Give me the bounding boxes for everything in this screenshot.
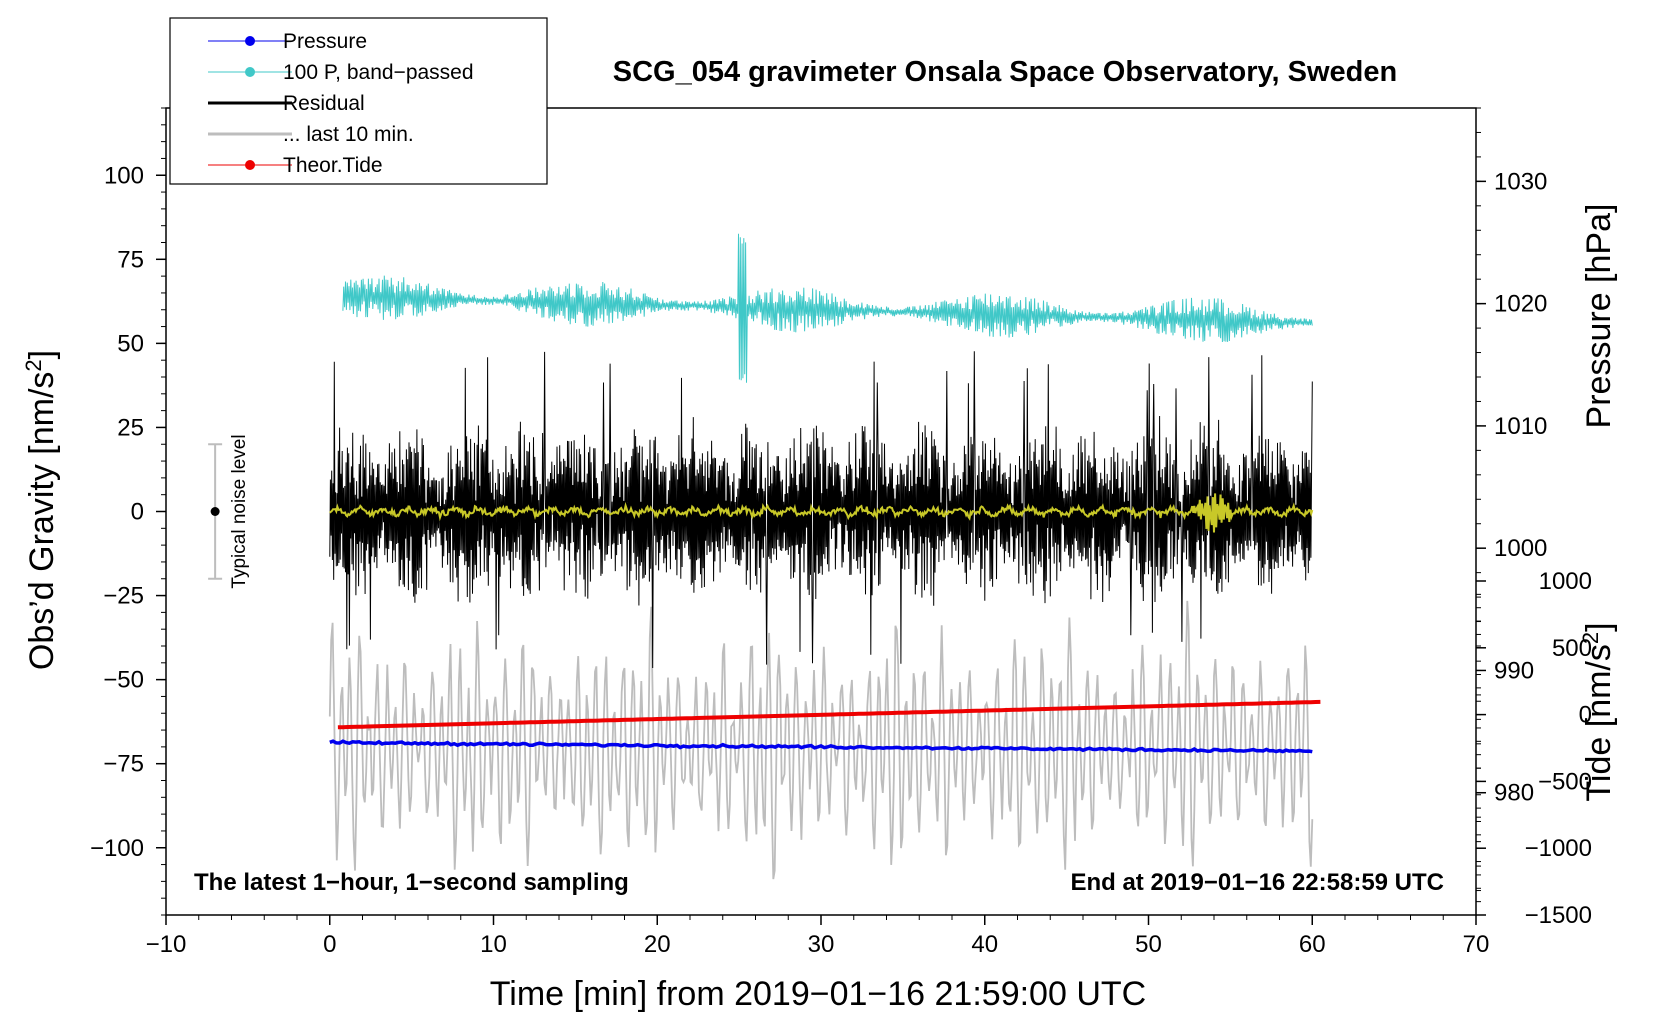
x-axis-title: Time [min] from 2019−01−16 21:59:00 UTC bbox=[490, 975, 1146, 1013]
tide-tick-label: 500 bbox=[1552, 635, 1592, 662]
tide-tick-label: −500 bbox=[1538, 768, 1592, 795]
legend-label: Residual bbox=[283, 92, 365, 115]
legend-marker bbox=[245, 67, 255, 77]
tide-tick-label: −1500 bbox=[1525, 902, 1592, 929]
residual-smoothed-line bbox=[329, 493, 1314, 533]
x-tick-label: −10 bbox=[146, 931, 187, 958]
legend-label: ... last 10 min. bbox=[283, 123, 414, 146]
tide-tick-label: −1000 bbox=[1525, 835, 1592, 862]
x-tick-label: 20 bbox=[644, 931, 671, 958]
y-axis-title-gravity: Obs’d Gravity [nm/s2] bbox=[21, 350, 61, 670]
pressure-tick-label: 1030 bbox=[1494, 168, 1547, 195]
legend: Pressure 100 P, band−passed Residual ... la… bbox=[169, 17, 548, 185]
y-axis-title-tide: Tide [nm/s2] bbox=[1578, 622, 1618, 801]
theoretical-tide-line bbox=[337, 699, 1321, 730]
x-tick-label: 60 bbox=[1299, 931, 1326, 958]
tide-tick-label: 0 bbox=[1579, 702, 1592, 729]
band-passed-pressure-line bbox=[342, 233, 1313, 383]
legend-label: Theor.Tide bbox=[283, 154, 383, 177]
y-tick-label: 75 bbox=[117, 246, 144, 273]
x-tick-label: 70 bbox=[1463, 931, 1490, 958]
last-10-min-line bbox=[328, 600, 1314, 880]
y-tick-label: 0 bbox=[131, 499, 144, 526]
series-layer: Typical noise level bbox=[208, 233, 1321, 880]
y-tick-label: −25 bbox=[103, 583, 144, 610]
y-axis-title-gravity-close: ] bbox=[23, 350, 61, 359]
y-axis-title-tide-text: Tide [nm/s bbox=[1580, 644, 1618, 801]
pressure-tick-label: 1020 bbox=[1494, 291, 1547, 318]
y-axis-title-tide-close: ] bbox=[1580, 622, 1618, 631]
noise-center-marker bbox=[210, 507, 220, 516]
legend-marker bbox=[245, 36, 255, 46]
y-axis-title-gravity-text: Obs’d Gravity [nm/s bbox=[23, 372, 61, 671]
legend-marker bbox=[245, 160, 255, 170]
legend-box bbox=[169, 17, 548, 185]
pressure-tick-label: 990 bbox=[1494, 657, 1534, 684]
x-tick-label: 50 bbox=[1135, 931, 1162, 958]
y-axis-title-pressure: Pressure [hPa] bbox=[1580, 204, 1618, 429]
end-time-note: End at 2019−01−16 22:58:59 UTC bbox=[1070, 869, 1444, 896]
noise-level-label: Typical noise level bbox=[229, 434, 250, 588]
sampling-note: The latest 1−hour, 1−second sampling bbox=[194, 869, 629, 896]
axes-layer: −10 0 10 20 30 40 50 60 701007550250−25−50−75−10… bbox=[90, 107, 1592, 958]
pressure-tick-label: 1010 bbox=[1494, 413, 1547, 440]
pressure-line bbox=[329, 739, 1313, 754]
y-tick-label: −50 bbox=[103, 667, 144, 694]
residual-line bbox=[329, 351, 1313, 669]
chart-title: SCG_054 gravimeter Onsala Space Observat… bbox=[613, 56, 1397, 88]
x-tick-label: 0 bbox=[323, 931, 336, 958]
y-axis-title-tide-sup: 2 bbox=[1578, 632, 1603, 644]
y-axis-title-gravity-sup: 2 bbox=[21, 359, 46, 371]
pressure-tick-label: 1000 bbox=[1494, 535, 1547, 562]
y-tick-label: 25 bbox=[117, 414, 144, 441]
y-tick-label: 100 bbox=[104, 162, 144, 189]
y-tick-label: 50 bbox=[117, 330, 144, 357]
x-tick-label: 30 bbox=[808, 931, 835, 958]
y-tick-label: −100 bbox=[90, 835, 144, 862]
y-tick-label: −75 bbox=[103, 751, 144, 778]
legend-label: Pressure bbox=[283, 30, 367, 53]
pressure-tick-label: 980 bbox=[1494, 780, 1534, 807]
x-tick-label: 40 bbox=[971, 931, 998, 958]
x-tick-label: 10 bbox=[480, 931, 507, 958]
legend-label: 100 P, band−passed bbox=[283, 61, 474, 84]
tide-tick-label: 1000 bbox=[1539, 568, 1592, 595]
